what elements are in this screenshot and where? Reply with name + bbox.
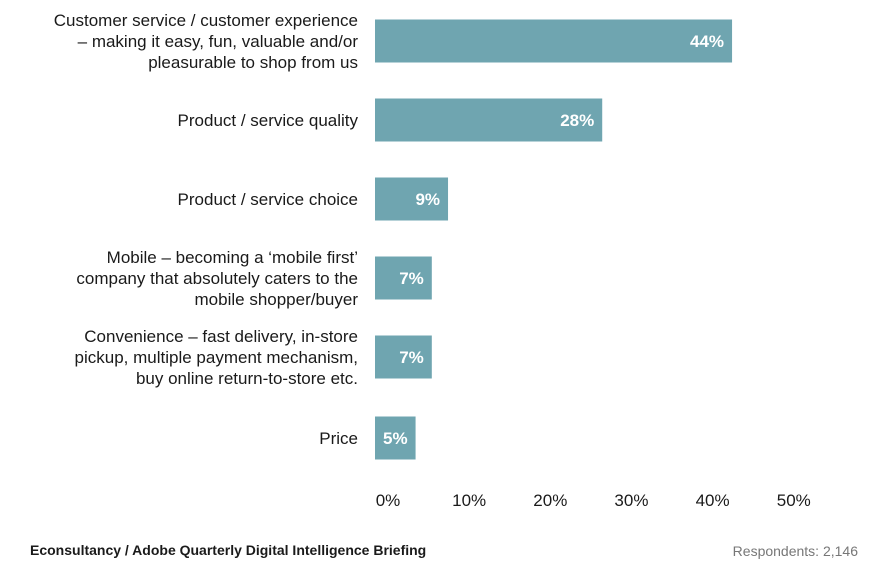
bar-value-label: 7% xyxy=(399,348,424,367)
x-tick-label: 0% xyxy=(376,491,401,510)
bar-2 xyxy=(375,177,449,221)
category-label: Price xyxy=(319,429,358,448)
bar-value-label: 28% xyxy=(560,111,594,130)
bar-5 xyxy=(375,416,416,460)
bar-value-label: 9% xyxy=(415,190,440,209)
category-label: pickup, multiple payment mechanism, xyxy=(75,348,358,367)
x-tick-label: 30% xyxy=(614,491,648,510)
category-label: Mobile – becoming a ‘mobile first’ xyxy=(107,248,358,267)
bar-4 xyxy=(375,335,432,379)
bar-3 xyxy=(375,256,432,300)
category-label: Customer service / customer experience xyxy=(54,11,358,30)
bar-value-label: 44% xyxy=(690,32,724,51)
bar-value-label: 5% xyxy=(383,429,408,448)
bar-1 xyxy=(375,98,603,142)
category-labels-group: Customer service / customer experience – … xyxy=(54,11,359,448)
bar-0 xyxy=(375,19,733,63)
x-axis-ticks-group: 0% 10% 20% 30% 40% 50% xyxy=(376,491,811,510)
x-tick-label: 40% xyxy=(696,491,730,510)
bar-value-label: 7% xyxy=(399,269,424,288)
bar-chart: Customer service / customer experience – … xyxy=(54,11,811,510)
category-label: – making it easy, fun, valuable and/or xyxy=(78,32,359,51)
category-label: Product / service choice xyxy=(178,190,358,209)
x-tick-label: 20% xyxy=(533,491,567,510)
category-label: Product / service quality xyxy=(178,111,359,130)
respondents-count: Respondents: 2,146 xyxy=(732,543,858,559)
category-label: mobile shopper/buyer xyxy=(195,290,359,309)
category-label: pleasurable to shop from us xyxy=(148,53,358,72)
x-tick-label: 10% xyxy=(452,491,486,510)
category-label: company that absolutely caters to the xyxy=(76,269,358,288)
x-tick-label: 50% xyxy=(777,491,811,510)
bars-group xyxy=(375,19,733,460)
value-labels-group: 44% 28% 9% 7% 7% 5% xyxy=(383,32,724,448)
category-label: buy online return-to-store etc. xyxy=(136,369,358,388)
category-label: Convenience – fast delivery, in-store xyxy=(84,327,358,346)
source-caption: Econsultancy / Adobe Quarterly Digital I… xyxy=(30,542,427,558)
